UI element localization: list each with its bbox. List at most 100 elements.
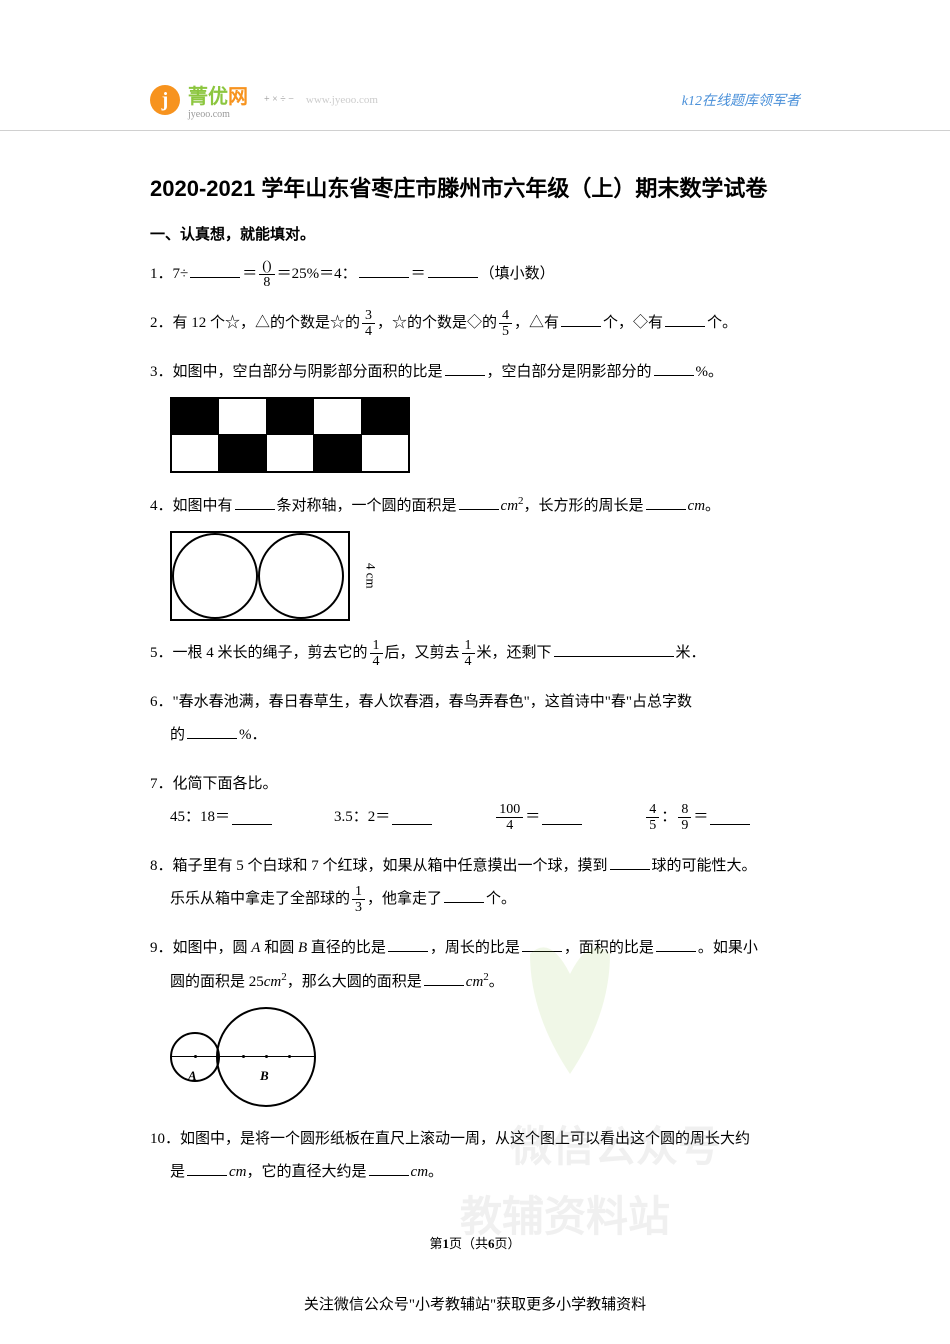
q1-suffix: （填小数） — [480, 266, 555, 282]
checker-row — [172, 435, 408, 471]
blank — [646, 495, 686, 510]
checker-cell-black — [219, 435, 266, 471]
frac-den: 4 — [362, 324, 375, 339]
frac-den: 4 — [503, 818, 516, 833]
q3-text3: %。 — [696, 364, 724, 380]
checker-cell-black — [172, 399, 219, 434]
blank — [444, 888, 484, 903]
q7-item3-eq: ＝ — [525, 801, 540, 834]
q6-text1: 6．"春水春池满，春日春草生，春人饮春酒，春鸟弄春色"，这首诗中"春"占总字数 — [150, 686, 800, 719]
q9-text8: ，那么大圆的面积是 — [287, 974, 422, 990]
q9-text6: 。如果小 — [698, 940, 758, 956]
blank — [445, 361, 485, 376]
frac-num: 1 — [370, 638, 383, 654]
logo-main: 菁优网 — [188, 80, 248, 109]
blank — [392, 810, 432, 825]
q7-item-4: 45：89＝ — [644, 801, 752, 834]
frac-num: 1 — [462, 638, 475, 654]
fraction: 14 — [370, 638, 383, 670]
q10-text1: 10．如图中，是将一个圆形纸板在直尺上滚动一周，从这个图上可以看出这个圆的周长大… — [150, 1123, 800, 1156]
frac-num: () — [259, 259, 274, 275]
q8-text1: 8．箱子里有 5 个白球和 7 个红球，如果从箱中任意摸出一个球，摸到 — [150, 858, 608, 874]
blank — [369, 1161, 409, 1176]
two-circles-figure: A B — [170, 1007, 800, 1107]
q8-text4: ，他拿走了 — [367, 891, 442, 907]
footer-page-prefix: 第 — [429, 1236, 442, 1251]
two-circles: A B — [170, 1007, 370, 1107]
center-dot-icon — [265, 1055, 268, 1058]
blank — [388, 937, 428, 952]
section-1-header: 一、认真想，就能填对。 — [150, 223, 800, 244]
frac-num: 3 — [362, 308, 375, 324]
q6-text3: %． — [239, 727, 267, 743]
checker-row — [172, 399, 408, 435]
q3-text2: ，空白部分是阴影部分的 — [487, 364, 652, 380]
circle-label-a: A — [188, 1062, 197, 1091]
unit-cm: cm — [229, 1164, 247, 1180]
footer-page-end: 页） — [495, 1236, 521, 1251]
q1-mid1: ＝25%＝4： — [277, 266, 357, 282]
exam-title: 2020-2021 学年山东省枣庄市滕州市六年级（上）期末数学试卷 — [150, 171, 800, 203]
blank — [428, 263, 478, 278]
frac-den: 4 — [370, 654, 383, 669]
q9-line1: 9．如图中，圆 A 和圆 B 直径的比是，周长的比是，面积的比是。如果小 — [150, 932, 800, 965]
fraction: 34 — [362, 308, 375, 340]
checker-cell-white — [172, 435, 219, 471]
question-9: 9．如图中，圆 A 和圆 B 直径的比是，周长的比是，面积的比是。如果小 圆的面… — [150, 932, 800, 1107]
question-4: 4．如图中有条对称轴，一个圆的面积是cm2，长方形的周长是cm。 4 cm — [150, 489, 800, 621]
blank — [424, 971, 464, 986]
footer-page-mid: 页（共 — [449, 1236, 488, 1251]
blank — [187, 724, 237, 739]
q2-mid1: ，☆的个数是◇的 — [377, 315, 497, 331]
blank — [190, 263, 240, 278]
q9-text1: 9．如图中，圆 — [150, 940, 251, 956]
blank — [561, 312, 601, 327]
unit-cm: cm — [466, 974, 484, 990]
q4-text2: 条对称轴，一个圆的面积是 — [277, 498, 457, 514]
checker-cell-white — [314, 399, 361, 434]
q5-text4: 米． — [676, 645, 706, 661]
q2-mid3: 个，◇有 — [603, 315, 663, 331]
checker-cell-white — [267, 435, 314, 471]
q7-item4-eq: ＝ — [693, 801, 708, 834]
checker-cell-black — [314, 435, 361, 471]
circle-label-b: B — [260, 1062, 269, 1091]
q7-item-1: 45：18＝ — [170, 801, 274, 834]
unit-cm: cm — [501, 498, 519, 514]
question-5: 5．一根 4 米长的绳子，剪去它的14后，又剪去14米，还剩下米． — [150, 637, 800, 670]
logo-area: j 菁优网 jyeoo.com + × ÷ − www.jyeoo.com — [150, 80, 378, 120]
q8-line2: 乐乐从箱中拿走了全部球的13，他拿走了个。 — [170, 883, 800, 916]
question-7: 7．化简下面各比。 45：18＝ 3.5：2＝ 1004＝ 45：89＝ — [150, 768, 800, 834]
content-area: 2020-2021 学年山东省枣庄市滕州市六年级（上）期末数学试卷 一、认真想，… — [0, 141, 950, 1189]
fraction: 89 — [678, 802, 691, 834]
q9-text2: 和圆 — [260, 940, 298, 956]
question-2: 2．有 12 个☆，△的个数是☆的34，☆的个数是◇的45，△有个，◇有个。 — [150, 307, 800, 340]
checker-cell-white — [362, 435, 408, 471]
logo-sub: jyeoo.com — [188, 109, 248, 120]
center-dot-icon — [194, 1055, 197, 1058]
header-tagline: k12在线题库领军者 — [682, 90, 800, 110]
blank — [610, 855, 650, 870]
fraction: 45 — [499, 308, 512, 340]
q4-text3: ，长方形的周长是 — [524, 498, 644, 514]
checker-cell-black — [267, 399, 314, 434]
checkerboard-figure — [170, 397, 800, 473]
blank — [522, 937, 562, 952]
footer-page-number: 第1页（共6页） — [0, 1233, 950, 1252]
question-1: 1．7÷＝()8＝25%＝4：＝（填小数） — [150, 258, 800, 291]
q6-text2: 的 — [170, 727, 185, 743]
frac-num: 4 — [499, 308, 512, 324]
question-6: 6．"春水春池满，春日春草生，春人饮春酒，春鸟弄春色"，这首诗中"春"占总字数 … — [150, 686, 800, 752]
blank — [232, 810, 272, 825]
q5-text2: 后，又剪去 — [385, 645, 460, 661]
frac-den: 8 — [260, 275, 273, 290]
q2-mid2: ，△有 — [514, 315, 559, 331]
checker-cell-white — [219, 399, 266, 434]
blank — [656, 937, 696, 952]
q5-text3: 米，还剩下 — [477, 645, 552, 661]
blank — [235, 495, 275, 510]
blank — [459, 495, 499, 510]
frac-num: 8 — [678, 802, 691, 818]
question-8: 8．箱子里有 5 个白球和 7 个红球，如果从箱中任意摸出一个球，摸到球的可能性… — [150, 850, 800, 916]
q1-mid2: ＝ — [411, 266, 426, 282]
